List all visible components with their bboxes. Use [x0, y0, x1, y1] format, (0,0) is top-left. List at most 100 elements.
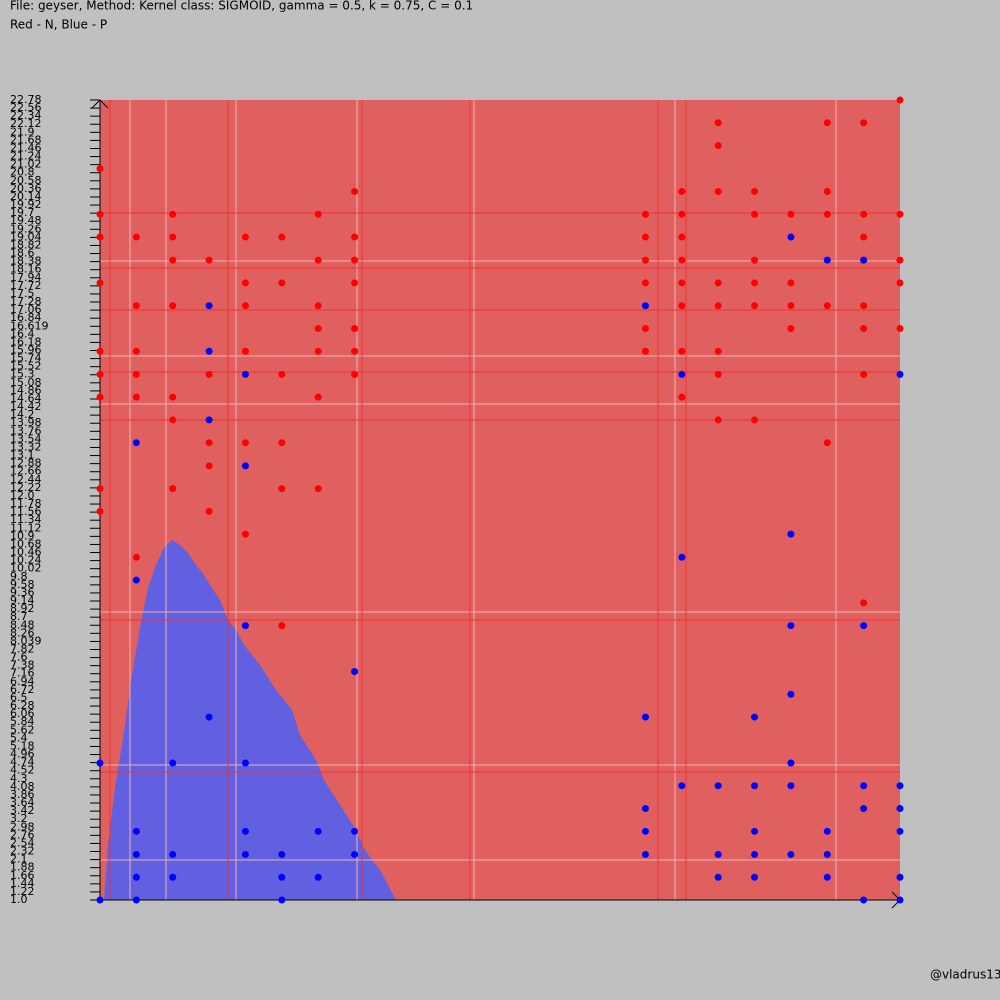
y-tick-label: 2.1 [10, 853, 28, 866]
point [96, 507, 104, 515]
point [241, 462, 249, 470]
point [132, 439, 140, 447]
point [823, 256, 831, 264]
point [641, 827, 649, 835]
point [278, 850, 286, 858]
point [641, 256, 649, 264]
point [278, 622, 286, 630]
point [132, 896, 140, 904]
point [241, 622, 249, 630]
y-tick-label: 17.5 [10, 287, 35, 300]
point [787, 759, 795, 767]
point [314, 873, 322, 881]
point [860, 599, 868, 607]
y-tick-label: 1.88 [10, 861, 35, 874]
point [823, 119, 831, 127]
point [896, 873, 904, 881]
point [896, 256, 904, 264]
point [787, 530, 795, 538]
point [169, 850, 177, 858]
point [751, 210, 759, 218]
point [860, 896, 868, 904]
point [714, 850, 722, 858]
y-tick-label: 14.2 [10, 408, 35, 421]
point [714, 873, 722, 881]
point [132, 233, 140, 241]
point [678, 393, 686, 401]
y-tick-label: 18.6 [10, 247, 35, 260]
y-tick-label: 20.36 [10, 182, 42, 195]
point [751, 850, 759, 858]
point [205, 507, 213, 515]
point [132, 850, 140, 858]
y-tick-label: 14.42 [10, 400, 42, 413]
point [860, 119, 868, 127]
point [351, 347, 359, 355]
point [641, 233, 649, 241]
point [678, 210, 686, 218]
y-tick-label: 1.66 [10, 869, 35, 882]
point [678, 370, 686, 378]
point [314, 485, 322, 493]
y-tick-label: 19.92 [10, 198, 42, 211]
y-tick-label: 17.94 [10, 271, 42, 284]
y-tick-label: 9.58 [10, 578, 35, 591]
point [678, 256, 686, 264]
point [787, 302, 795, 310]
point [896, 96, 904, 104]
y-tick-label: 4.08 [10, 780, 35, 793]
y-tick-label: 12.88 [10, 457, 42, 470]
point [205, 439, 213, 447]
y-tick-label: 8.48 [10, 618, 35, 631]
point [714, 347, 722, 355]
region-p [104, 540, 396, 900]
point [96, 896, 104, 904]
point [169, 759, 177, 767]
point [205, 416, 213, 424]
y-tick-label: 2.76 [10, 828, 35, 841]
point [823, 187, 831, 195]
point [787, 210, 795, 218]
point [96, 279, 104, 287]
point [641, 713, 649, 721]
y-tick-label: 3.64 [10, 796, 35, 809]
point [787, 279, 795, 287]
point [241, 850, 249, 858]
y-tick-label: 9.8 [10, 570, 28, 583]
y-tick-label: 19.26 [10, 222, 42, 235]
point [860, 302, 868, 310]
y-tick-label: 14.86 [10, 384, 42, 397]
point [787, 622, 795, 630]
y-tick-label: 21.9 [10, 125, 35, 138]
point [714, 370, 722, 378]
point [751, 782, 759, 790]
point [896, 896, 904, 904]
point [896, 279, 904, 287]
point [314, 347, 322, 355]
point [896, 827, 904, 835]
y-tick-label: 12.22 [10, 481, 42, 494]
y-tick-label: 10.02 [10, 562, 42, 575]
y-tick-label: 1.0 [10, 893, 28, 906]
point [678, 347, 686, 355]
point [314, 393, 322, 401]
point [896, 782, 904, 790]
y-tick-label: 4.52 [10, 764, 35, 777]
point [132, 393, 140, 401]
point [205, 462, 213, 470]
y-tick-label: 11.56 [10, 505, 42, 518]
y-tick-label: 10.68 [10, 537, 42, 550]
point [678, 302, 686, 310]
point [169, 233, 177, 241]
y-tick-label: 21.46 [10, 141, 42, 154]
point [278, 279, 286, 287]
y-tick-label: 3.42 [10, 804, 35, 817]
point [860, 233, 868, 241]
point [751, 256, 759, 264]
y-tick-label: 15.08 [10, 376, 42, 389]
point [351, 668, 359, 676]
point [205, 370, 213, 378]
y-tick-label: 7.82 [10, 642, 35, 655]
point [896, 210, 904, 218]
